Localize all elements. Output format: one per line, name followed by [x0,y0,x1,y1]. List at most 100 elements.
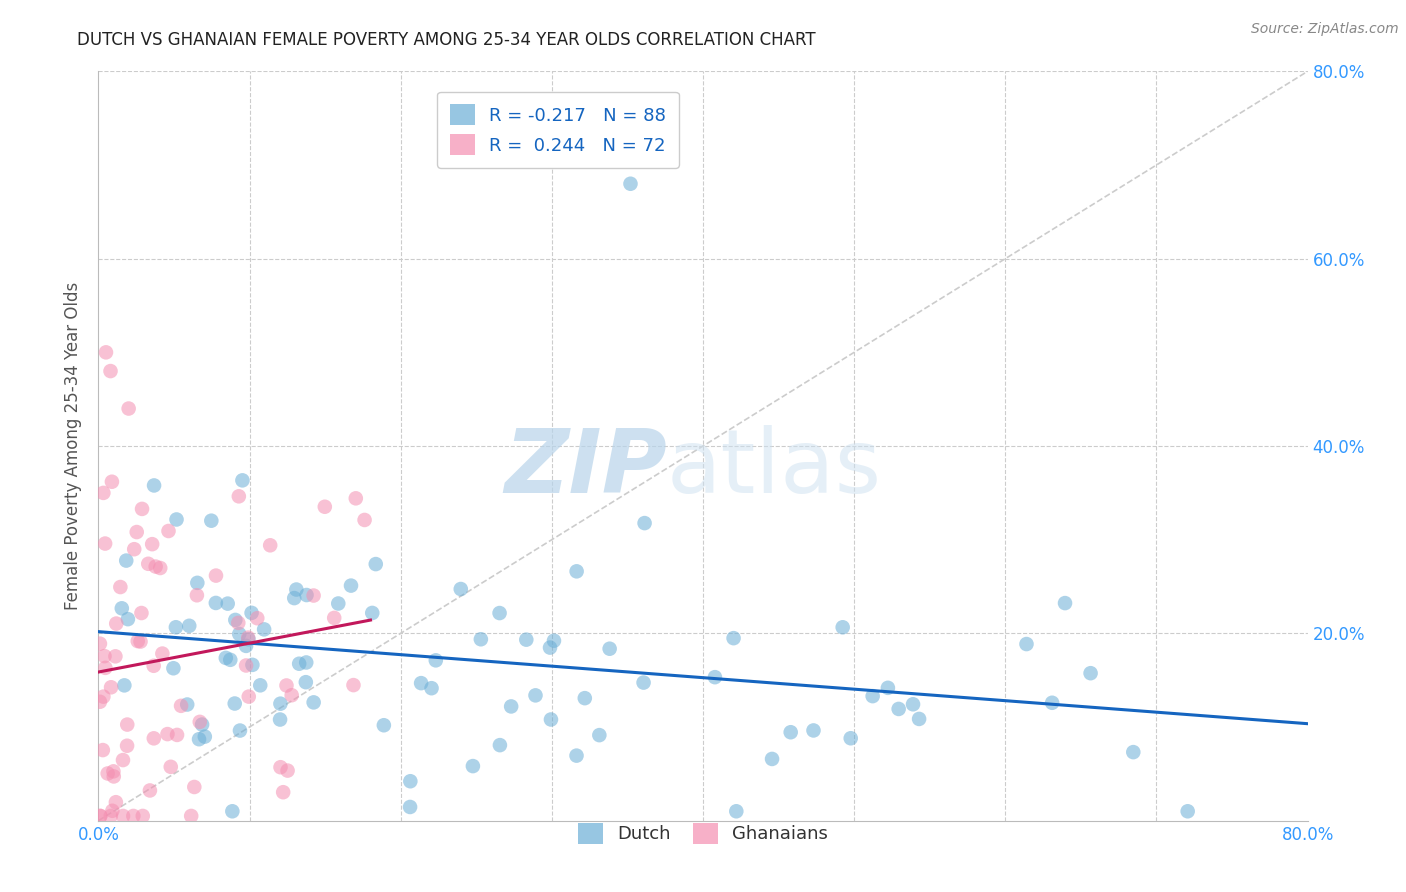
Y-axis label: Female Poverty Among 25-34 Year Olds: Female Poverty Among 25-34 Year Olds [65,282,83,610]
Point [633,675,655,690]
Point [302,695,325,709]
Text: ZIP: ZIP [503,425,666,512]
Point [1177,805,1199,819]
Point [399,800,422,814]
Point [131,502,153,516]
Point [94,345,117,359]
Point [93,486,115,500]
Point [180,809,202,823]
Point [328,597,350,611]
Point [1053,596,1076,610]
Point [238,632,260,647]
Point [157,524,180,538]
Point [115,553,138,567]
Text: atlas: atlas [666,425,882,512]
Point [344,491,367,506]
Point [224,613,246,627]
Point [242,657,264,672]
Point [129,634,152,648]
Point [118,401,141,416]
Point [221,805,243,819]
Point [240,606,263,620]
Point [122,809,145,823]
Point [94,661,117,675]
Text: DUTCH VS GHANAIAN FEMALE POVERTY AMONG 25-34 YEAR OLDS CORRELATION CHART: DUTCH VS GHANAIAN FEMALE POVERTY AMONG 2… [77,31,815,49]
Point [188,732,211,747]
Point [761,752,783,766]
Point [101,475,124,489]
Point [399,774,422,789]
Point [89,809,111,823]
Point [543,633,565,648]
Point [166,728,188,742]
Point [411,676,433,690]
Point [285,582,308,597]
Point [271,785,294,799]
Point [235,639,257,653]
Point [633,516,655,530]
Point [186,575,208,590]
Point [143,478,166,492]
Point [97,766,120,780]
Point [420,681,443,696]
Point [703,670,725,684]
Point [150,647,173,661]
Point [200,514,222,528]
Point [295,675,318,690]
Point [111,601,134,615]
Point [723,631,745,645]
Point [89,809,111,823]
Point [89,695,111,709]
Point [283,591,305,606]
Point [176,698,198,712]
Point [515,632,537,647]
Point [100,809,122,823]
Point [186,588,208,602]
Point [226,615,249,630]
Point [224,697,246,711]
Point [1122,745,1144,759]
Point [538,640,561,655]
Point [149,561,172,575]
Point [501,699,523,714]
Point [100,680,122,694]
Point [219,653,242,667]
Point [323,611,346,625]
Point [314,500,336,514]
Point [217,597,239,611]
Point [619,177,641,191]
Point [353,513,375,527]
Point [89,637,111,651]
Point [136,557,159,571]
Point [302,589,325,603]
Point [373,718,395,732]
Point [277,764,299,778]
Point [179,619,201,633]
Point [100,364,122,378]
Point [1040,696,1063,710]
Point [295,588,318,602]
Point [725,805,748,819]
Point [276,678,298,692]
Point [145,559,167,574]
Point [488,606,510,620]
Point [142,658,165,673]
Point [803,723,825,738]
Point [288,657,311,671]
Point [489,738,512,752]
Point [103,769,125,783]
Legend: Dutch, Ghanaians: Dutch, Ghanaians [569,814,837,853]
Point [229,723,252,738]
Point [831,620,853,634]
Point [183,780,205,794]
Point [93,649,115,664]
Point [862,689,884,703]
Point [139,783,162,797]
Point [524,689,547,703]
Point [231,474,253,488]
Point [259,538,281,552]
Point [166,512,188,526]
Point [887,702,910,716]
Point [599,641,621,656]
Point [159,760,181,774]
